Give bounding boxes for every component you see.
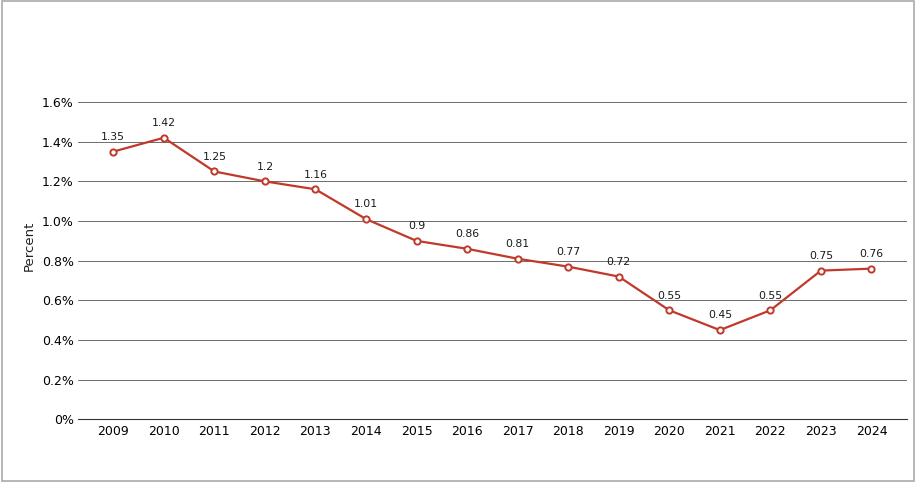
Text: 0.55: 0.55 bbox=[657, 291, 682, 301]
Text: 1.2: 1.2 bbox=[256, 161, 274, 172]
Text: 0.72: 0.72 bbox=[606, 257, 631, 267]
Text: PERCENT OF URGENT CARE VISITS  WITH A LACERATION PROCEDURE: PERCENT OF URGENT CARE VISITS WITH A LAC… bbox=[164, 21, 752, 36]
Text: 0.45: 0.45 bbox=[708, 310, 732, 321]
Text: 0.9: 0.9 bbox=[408, 221, 425, 231]
Text: 0.86: 0.86 bbox=[455, 229, 479, 239]
Text: 0.55: 0.55 bbox=[758, 291, 782, 301]
Text: 1.35: 1.35 bbox=[102, 132, 125, 142]
Text: 1.25: 1.25 bbox=[202, 152, 226, 162]
Y-axis label: Percent: Percent bbox=[23, 221, 36, 271]
Text: 1.42: 1.42 bbox=[152, 118, 176, 128]
Text: 0.75: 0.75 bbox=[809, 251, 833, 261]
Text: 0.76: 0.76 bbox=[859, 249, 884, 259]
Text: 1.16: 1.16 bbox=[303, 170, 327, 180]
Text: 0.81: 0.81 bbox=[506, 239, 529, 249]
Text: 0.77: 0.77 bbox=[556, 247, 580, 257]
Text: 1.01: 1.01 bbox=[354, 200, 378, 209]
